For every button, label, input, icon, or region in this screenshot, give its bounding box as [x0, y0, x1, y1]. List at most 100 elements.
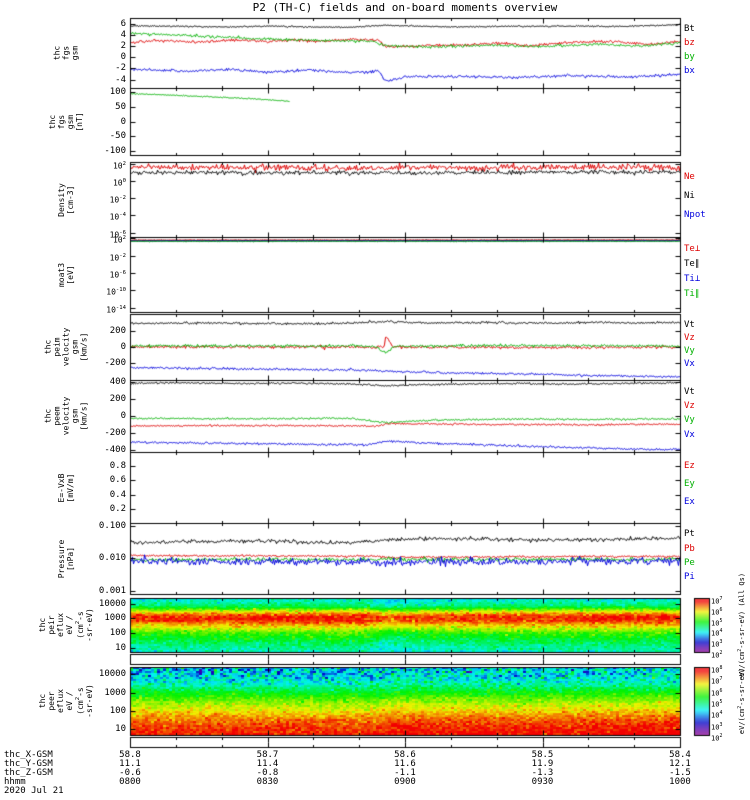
date-label: 2020 Jul 21 — [4, 786, 64, 796]
y-tick-label: 0.2 — [109, 503, 126, 514]
legend-entry: Ne — [684, 172, 695, 182]
y-tick-label: 10 — [115, 642, 126, 653]
legend-entry: Pb — [684, 543, 695, 554]
legend-entry: Vy — [684, 345, 695, 356]
legend-entry: Vt — [684, 386, 695, 397]
colorbar-tick-label: 105 — [711, 699, 723, 709]
colorbar-tick-label: 106 — [711, 687, 723, 697]
bottom-tick-value: 58.4 — [669, 750, 691, 760]
y-tick-label: 100 — [109, 706, 126, 717]
y-tick-label: 0.4 — [109, 489, 126, 500]
legend-entry: Ni — [684, 190, 695, 201]
legend-entry: Vz — [684, 332, 695, 343]
legend-entry: Bt — [684, 24, 695, 35]
y-tick-label: 10-2 — [109, 195, 126, 205]
y-tick-label: -200 — [104, 357, 126, 368]
bottom-tick-value: 0800 — [119, 777, 141, 787]
bottom-tick-value: 11.6 — [394, 759, 416, 769]
bottom-row-caption: thc_X-GSM — [4, 750, 53, 760]
legend-entry: Ey — [684, 478, 695, 489]
y-tick-label: 200 — [109, 393, 126, 404]
bottom-tick-value: -1.3 — [531, 768, 554, 778]
y-tick-label: 102 — [112, 235, 126, 245]
y-tick-label: 10-4 — [109, 212, 126, 222]
bottom-tick-value: 1000 — [669, 777, 691, 787]
y-tick-label: 0.010 — [98, 553, 126, 564]
colorbar-tick-label: 107 — [711, 596, 723, 606]
y-tick-label: -400 — [104, 445, 126, 456]
legend-entry: by — [684, 52, 695, 63]
y-tick-label: 0 — [120, 342, 126, 352]
y-tick-label: 50 — [115, 101, 126, 112]
bottom-tick-value: 0900 — [394, 777, 416, 787]
bottom-tick-value: -1.1 — [394, 768, 416, 778]
bottom-tick-value: -0.6 — [119, 768, 141, 778]
legend-entry: bx — [684, 66, 695, 77]
y-tick-label: 0 — [120, 52, 126, 63]
bottom-tick-value: 11.9 — [531, 759, 554, 769]
legend-entry: Npot — [684, 209, 706, 220]
y-tick-label: 2 — [120, 41, 126, 51]
colorbar-tick-label: 102 — [711, 650, 723, 660]
bottom-tick-value: -0.8 — [256, 768, 279, 778]
y-tick-label: 10-10 — [106, 287, 126, 297]
legend-entry: Pe — [684, 557, 695, 568]
bottom-tick-value: 11.4 — [256, 759, 279, 769]
colorbar-tick-label: 104 — [711, 710, 723, 720]
colorbar-tick-label: 106 — [711, 606, 723, 617]
y-tick-label: -2 — [115, 63, 126, 74]
y-tick-label: 100 — [112, 177, 126, 188]
legend-entry: bz — [684, 38, 695, 49]
y-tick-label: 0 — [120, 116, 126, 127]
colorbar-tick-label: 103 — [711, 721, 723, 731]
y-tick-label: 100 — [109, 628, 126, 638]
y-tick-label: -200 — [104, 428, 126, 439]
legend-entry: Vz — [684, 400, 695, 411]
colorbar-tick-label: 105 — [711, 617, 723, 627]
y-tick-label: 10-6 — [109, 269, 126, 280]
colorbar-caption: eV/(cm2-s-sr-eV) — [736, 667, 747, 735]
bottom-tick-value: 58.8 — [119, 750, 141, 760]
y-tick-label: 0.8 — [109, 461, 126, 472]
bottom-tick-value: -1.5 — [669, 768, 691, 778]
bottom-tick-value: 12.1 — [669, 759, 691, 769]
y-tick-label: 0.001 — [98, 585, 126, 596]
bottom-row-caption: thc_Y-GSM — [4, 759, 53, 769]
colorbar-tick-label: 104 — [711, 628, 723, 638]
y-tick-label: 10-2 — [109, 252, 126, 263]
y-tick-label: 10-14 — [106, 304, 126, 315]
y-tick-label: -4 — [115, 74, 126, 85]
y-tick-label: 10000 — [98, 669, 126, 680]
y-tick-label: 200 — [109, 326, 126, 337]
y-tick-label: 6 — [120, 18, 126, 29]
y-tick-label: 0.100 — [98, 521, 126, 532]
legend-entry: Ti⊥ — [684, 274, 701, 284]
bottom-tick-value: 0830 — [256, 777, 279, 787]
colorbar-tick-label: 108 — [711, 665, 723, 675]
legend-entry: Pi — [684, 571, 695, 582]
bottom-row-caption: hhmm — [4, 777, 26, 787]
colorbar-tick-label: 102 — [711, 733, 723, 743]
legend-entry: Te∥ — [684, 259, 700, 269]
bottom-tick-value: 0930 — [531, 777, 554, 787]
y-tick-label: 0.6 — [109, 475, 126, 486]
legend-entry: Pt — [684, 529, 695, 540]
legend-entry: Ez — [684, 461, 695, 472]
y-tick-label: 400 — [109, 376, 126, 387]
bottom-row-caption: thc_Z-GSM — [4, 768, 53, 778]
colorbar-tick-label: 103 — [711, 639, 723, 649]
y-tick-label: 1000 — [104, 687, 126, 698]
bottom-tick-value: 58.7 — [256, 750, 279, 760]
bottom-tick-value: 58.6 — [394, 750, 416, 760]
chart-title: P2 (TH-C) fields and on-board moments ov… — [252, 1, 558, 14]
y-tick-label: 1000 — [104, 613, 126, 624]
colorbar-tick-label: 107 — [711, 676, 723, 686]
legend-entry: Vy — [684, 415, 695, 426]
colorbar-caption: eV/(cm2-s-sr-eV) (All Qs) — [736, 572, 747, 678]
legend-entry: Ex — [684, 496, 695, 507]
y-tick-label: 0 — [120, 411, 126, 421]
y-tick-label: 10 — [115, 724, 126, 735]
y-tick-label: 100 — [109, 87, 126, 98]
